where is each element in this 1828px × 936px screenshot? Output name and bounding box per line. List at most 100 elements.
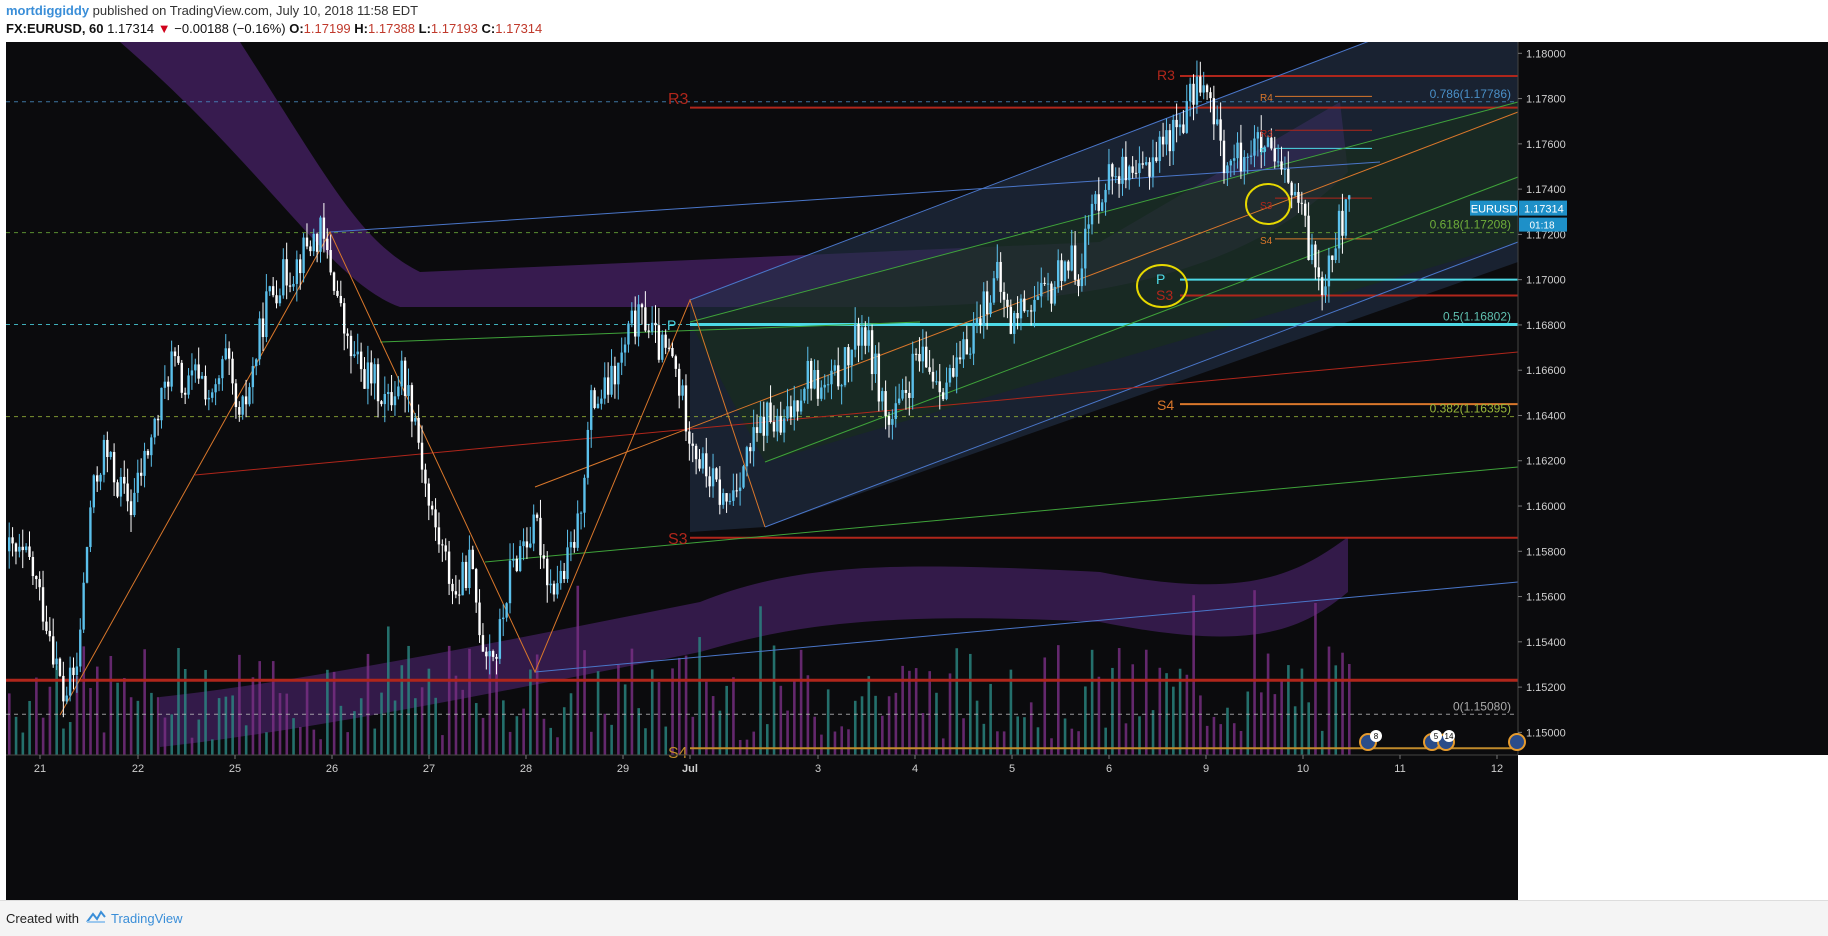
candle [546,558,549,586]
candle [928,367,931,372]
change-value: −0.00188 (−0.16%) [174,21,286,36]
candle [1148,162,1151,177]
candle [1239,142,1243,172]
candle [1307,215,1310,260]
candle [772,422,776,432]
candle [738,487,742,491]
candle [119,476,123,497]
candle [671,347,674,357]
candle [678,368,681,396]
countdown-box [1519,217,1567,232]
tradingview-link[interactable]: TradingView [111,911,183,926]
symbol-label[interactable]: FX:EURUSD, 60 [6,21,104,36]
candle [434,509,437,528]
volume-bar [630,648,634,755]
candle [444,545,447,552]
candle [1249,155,1253,157]
author-link[interactable]: mortdiggiddy [6,3,90,18]
candle [123,476,126,484]
candle [925,346,928,368]
candle [992,278,996,303]
price-chart[interactable]: R3S3S4R3R4PS3S4R3PS3S4P0.786(1.17786)0.6… [0,42,1828,900]
volume-bar [813,716,816,755]
candle [180,362,183,393]
candle [1317,267,1320,278]
y-tick-label: 1.16200 [1526,456,1566,468]
candle [549,583,552,586]
volume-bar [441,735,444,755]
volume-bar [8,693,11,755]
volume-bar [373,728,377,755]
fib-level-label: 0(1.15080) [1453,699,1511,713]
candle [573,542,576,548]
volume-bar [204,669,207,755]
volume-bar [562,707,566,755]
volume-bar [1158,667,1162,755]
candle [962,339,965,360]
candle [420,442,424,470]
volume-bar [95,666,99,755]
pivot-label: S4 [1260,236,1273,247]
candle [1036,296,1040,300]
volume-bar [1117,648,1121,755]
volume-bar [231,695,234,755]
candle [816,370,820,399]
candle [728,500,732,502]
candle [393,396,397,406]
last-price-value: 1.17314 [1524,204,1564,216]
candle [167,381,170,387]
candle [1229,160,1232,166]
candle [150,437,153,456]
candle [1100,202,1104,211]
volume-bar [55,665,58,755]
candle [1320,277,1324,296]
candle [623,344,627,353]
volume-bar [1219,724,1223,755]
volume-bar [21,732,25,755]
volume-bar [583,650,586,755]
chart-header: mortdiggiddy published on TradingView.co… [0,0,1828,42]
volume-bar [1023,717,1026,755]
last-price-symbol-box [1470,200,1518,216]
candle [985,291,989,315]
candle [1314,244,1317,268]
tradingview-logo-icon [86,910,106,923]
volume-bar [921,713,925,755]
candle [918,353,921,362]
volume-bar [1090,649,1094,755]
publish-line: mortdiggiddy published on TradingView.co… [6,3,418,18]
candle [596,403,600,408]
volume-bar [502,700,505,755]
candle [502,617,505,620]
volume-bar [380,692,383,755]
y-tick-label: 1.17000 [1526,275,1566,287]
candle [661,334,664,360]
candle [136,472,139,493]
volume-bar [1070,728,1074,755]
candle [562,570,566,579]
candle [89,507,92,548]
volume-bar [258,661,262,755]
candle [518,546,522,571]
pivot-label: S3 [668,531,688,548]
candle [945,382,948,400]
volume-bar [1029,702,1033,755]
volume-bar [414,698,417,755]
volume-bar [623,684,627,755]
candle [701,453,705,469]
candle [424,469,427,484]
candle [776,415,779,432]
candle [1290,182,1293,196]
volume-bar [786,710,789,755]
volume-bar [887,696,891,755]
volume-bar [1212,716,1216,755]
candle [1080,268,1084,287]
candle [884,391,887,416]
candle [908,392,911,398]
candle [437,527,441,545]
candle [657,325,661,360]
candle [238,407,241,415]
candle [417,417,420,443]
candle [512,558,515,561]
candle [529,543,532,548]
